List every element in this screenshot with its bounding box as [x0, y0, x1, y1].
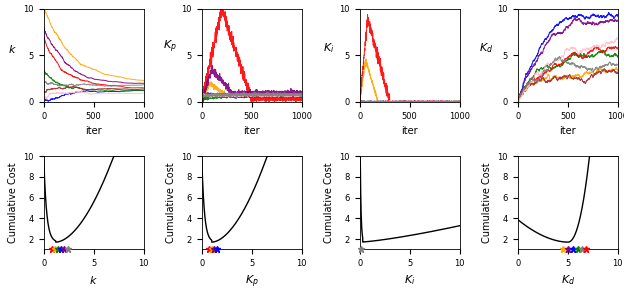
Y-axis label: $K_i$: $K_i$ [323, 41, 334, 55]
Y-axis label: Cumulative Cost: Cumulative Cost [482, 162, 492, 243]
Y-axis label: $k$: $k$ [8, 43, 17, 55]
Y-axis label: $K_p$: $K_p$ [163, 39, 177, 55]
X-axis label: iter: iter [401, 126, 418, 136]
X-axis label: $K_i$: $K_i$ [404, 274, 416, 287]
Y-axis label: Cumulative Cost: Cumulative Cost [8, 162, 18, 243]
X-axis label: $K_p$: $K_p$ [245, 274, 258, 290]
X-axis label: iter: iter [560, 126, 576, 136]
X-axis label: iter: iter [243, 126, 260, 136]
Y-axis label: Cumulative Cost: Cumulative Cost [324, 162, 334, 243]
Y-axis label: Cumulative Cost: Cumulative Cost [166, 162, 176, 243]
Y-axis label: $K_d$: $K_d$ [479, 41, 494, 55]
X-axis label: $k$: $k$ [89, 274, 98, 286]
X-axis label: iter: iter [85, 126, 102, 136]
X-axis label: $K_d$: $K_d$ [560, 274, 575, 287]
